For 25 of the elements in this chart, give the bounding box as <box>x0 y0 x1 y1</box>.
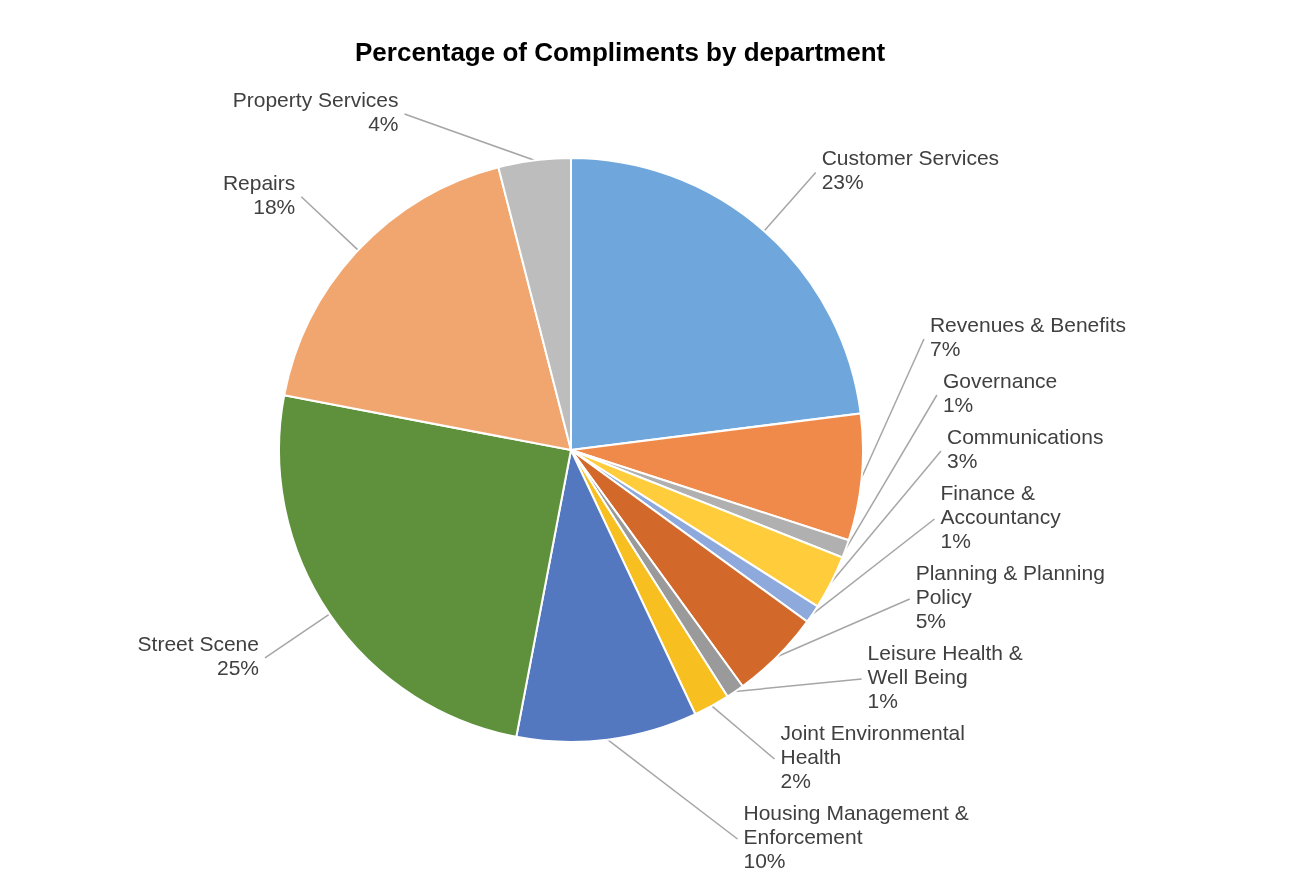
data-label: 18% <box>253 194 296 218</box>
data-label: 1% <box>942 393 974 416</box>
data-label: 3% <box>947 449 978 472</box>
slice-label: Street Scene <box>137 631 259 655</box>
data-label: 5% <box>915 609 947 632</box>
data-label: 25% <box>216 655 259 679</box>
data-label: 1% <box>867 689 898 712</box>
slice-label: Finance & Accountancy <box>940 481 1062 528</box>
slice-label: Leisure Health & Well Being <box>867 641 1023 688</box>
slice-label: Revenues & Benefits <box>929 313 1127 336</box>
chart-title: Percentage of Compliments by department <box>355 37 886 67</box>
data-label: 1% <box>940 529 971 552</box>
slice-label: Property Services <box>232 88 399 111</box>
slice-label: Housing Management & Enforcement <box>743 801 969 848</box>
data-label: 10% <box>743 849 786 872</box>
data-label: 23% <box>821 170 864 194</box>
slice-label: Planning & Planning Policy <box>915 561 1105 608</box>
data-label: 4% <box>368 112 399 135</box>
slice-label: Communications <box>947 425 1104 448</box>
data-label: 7% <box>929 337 961 360</box>
data-label: 2% <box>780 769 811 792</box>
slice-label: Joint Environmental Health <box>780 721 965 768</box>
slice-label: Customer Services <box>821 146 1000 170</box>
slice-label: Repairs <box>222 170 296 194</box>
slice-label: Governance <box>942 369 1058 392</box>
